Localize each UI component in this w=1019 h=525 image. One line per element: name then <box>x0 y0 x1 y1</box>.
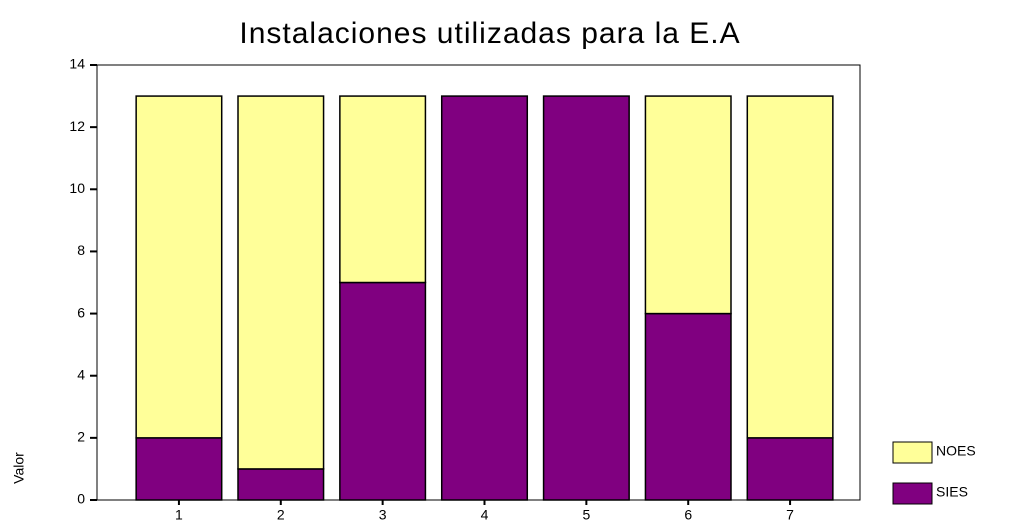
y-tick-label: 4 <box>77 366 85 382</box>
bar-segment <box>542 95 630 501</box>
y-tick-label: 8 <box>77 242 85 258</box>
y-tick-label: 2 <box>77 429 85 445</box>
bar-segment <box>440 95 529 501</box>
chart-title: Instalaciones utilizadas para la E.A <box>239 17 740 50</box>
y-tick-label: 0 <box>77 491 85 507</box>
x-tick-label: 7 <box>786 507 794 523</box>
y-tick-label: 6 <box>77 304 85 320</box>
bar-segment <box>237 95 325 470</box>
x-tick-label: 2 <box>277 507 285 523</box>
x-tick-label: 5 <box>582 507 590 523</box>
legend-swatch <box>892 482 933 505</box>
y-tick-label: 12 <box>69 118 85 134</box>
bar-segment <box>746 95 834 439</box>
bar-segment <box>135 437 223 501</box>
bar-segment <box>339 95 427 284</box>
bar-segment <box>746 437 834 501</box>
legend-label: SIES <box>936 484 968 500</box>
x-tick-label: 4 <box>481 507 489 523</box>
x-tick-label: 1 <box>175 507 183 523</box>
legend-label: NOES <box>936 443 976 459</box>
x-tick-label: 6 <box>684 507 692 523</box>
y-tick-label: 10 <box>69 180 85 196</box>
x-tick-label: 3 <box>379 507 387 523</box>
legend-swatch <box>892 441 933 464</box>
y-axis-label: Valor <box>11 452 27 484</box>
y-tick-label: 14 <box>69 56 85 72</box>
bar-segment <box>339 281 427 501</box>
bar-segment <box>644 312 732 501</box>
bar-segment <box>644 95 732 315</box>
bar-segment <box>135 95 223 439</box>
bar-segment <box>237 468 325 501</box>
